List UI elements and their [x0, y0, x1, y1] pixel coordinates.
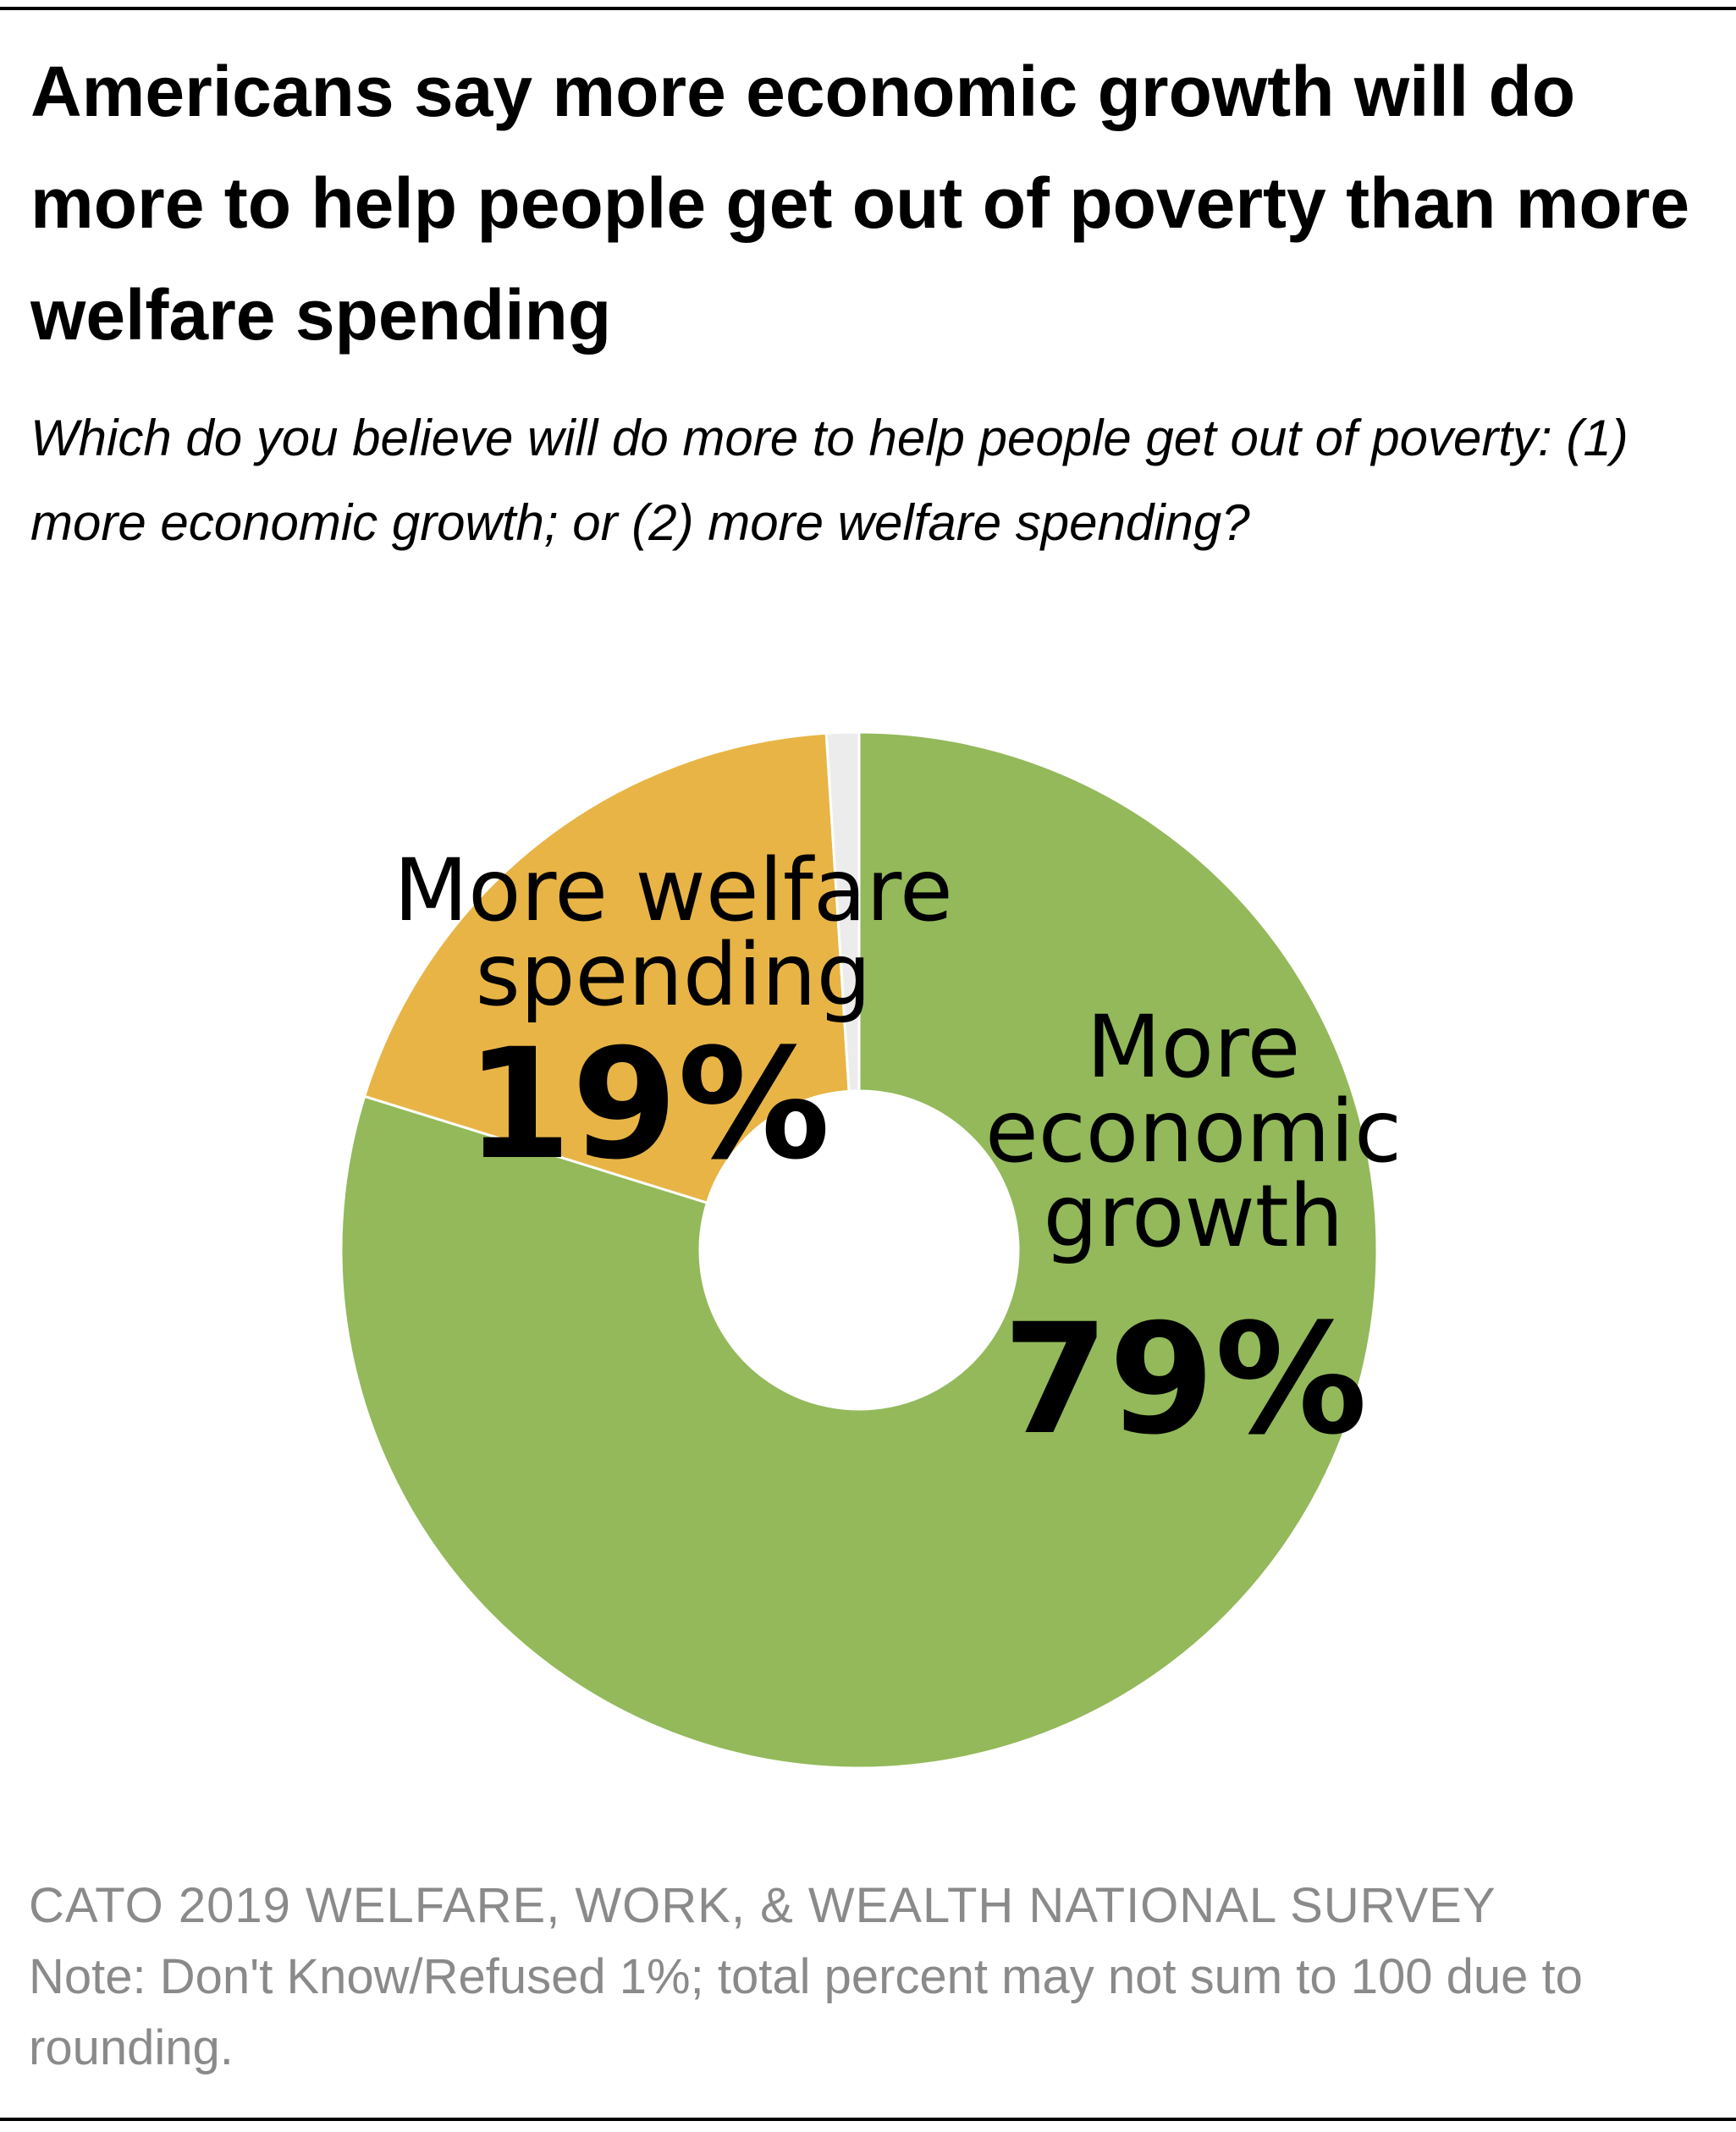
- slice-label-line: More welfare: [394, 840, 953, 941]
- donut-slice-0: [339, 730, 1379, 1770]
- source-note: CATO 2019 WELFARE, WORK, & WEALTH NATION…: [29, 1870, 1713, 2084]
- note-text: Note: Don't Know/Refused 1%; total perce…: [29, 1949, 1583, 2075]
- source-text: CATO 2019 WELFARE, WORK, & WEALTH NATION…: [29, 1878, 1496, 1933]
- chart-title: Americans say more economic growth will …: [30, 52, 1690, 355]
- slice-label-line: growth: [1044, 1166, 1344, 1267]
- donut-slice-2: [824, 730, 861, 1093]
- bottom-rule: [0, 2118, 1736, 2121]
- slice-label-line: spending: [476, 925, 872, 1026]
- top-rule: [0, 7, 1736, 10]
- donut-slice-1: [362, 731, 851, 1205]
- chart-subtitle: Which do you believe will do more to hel…: [30, 410, 1629, 551]
- slice-value-label: 79%: [1003, 1292, 1368, 1468]
- donut-chart: More economic growth 79% More welfare spendin…: [0, 694, 1736, 1794]
- slice-value-label: 19%: [466, 1016, 830, 1193]
- slice-label-line: economic: [985, 1082, 1402, 1182]
- slice-label-line: More: [1087, 997, 1301, 1098]
